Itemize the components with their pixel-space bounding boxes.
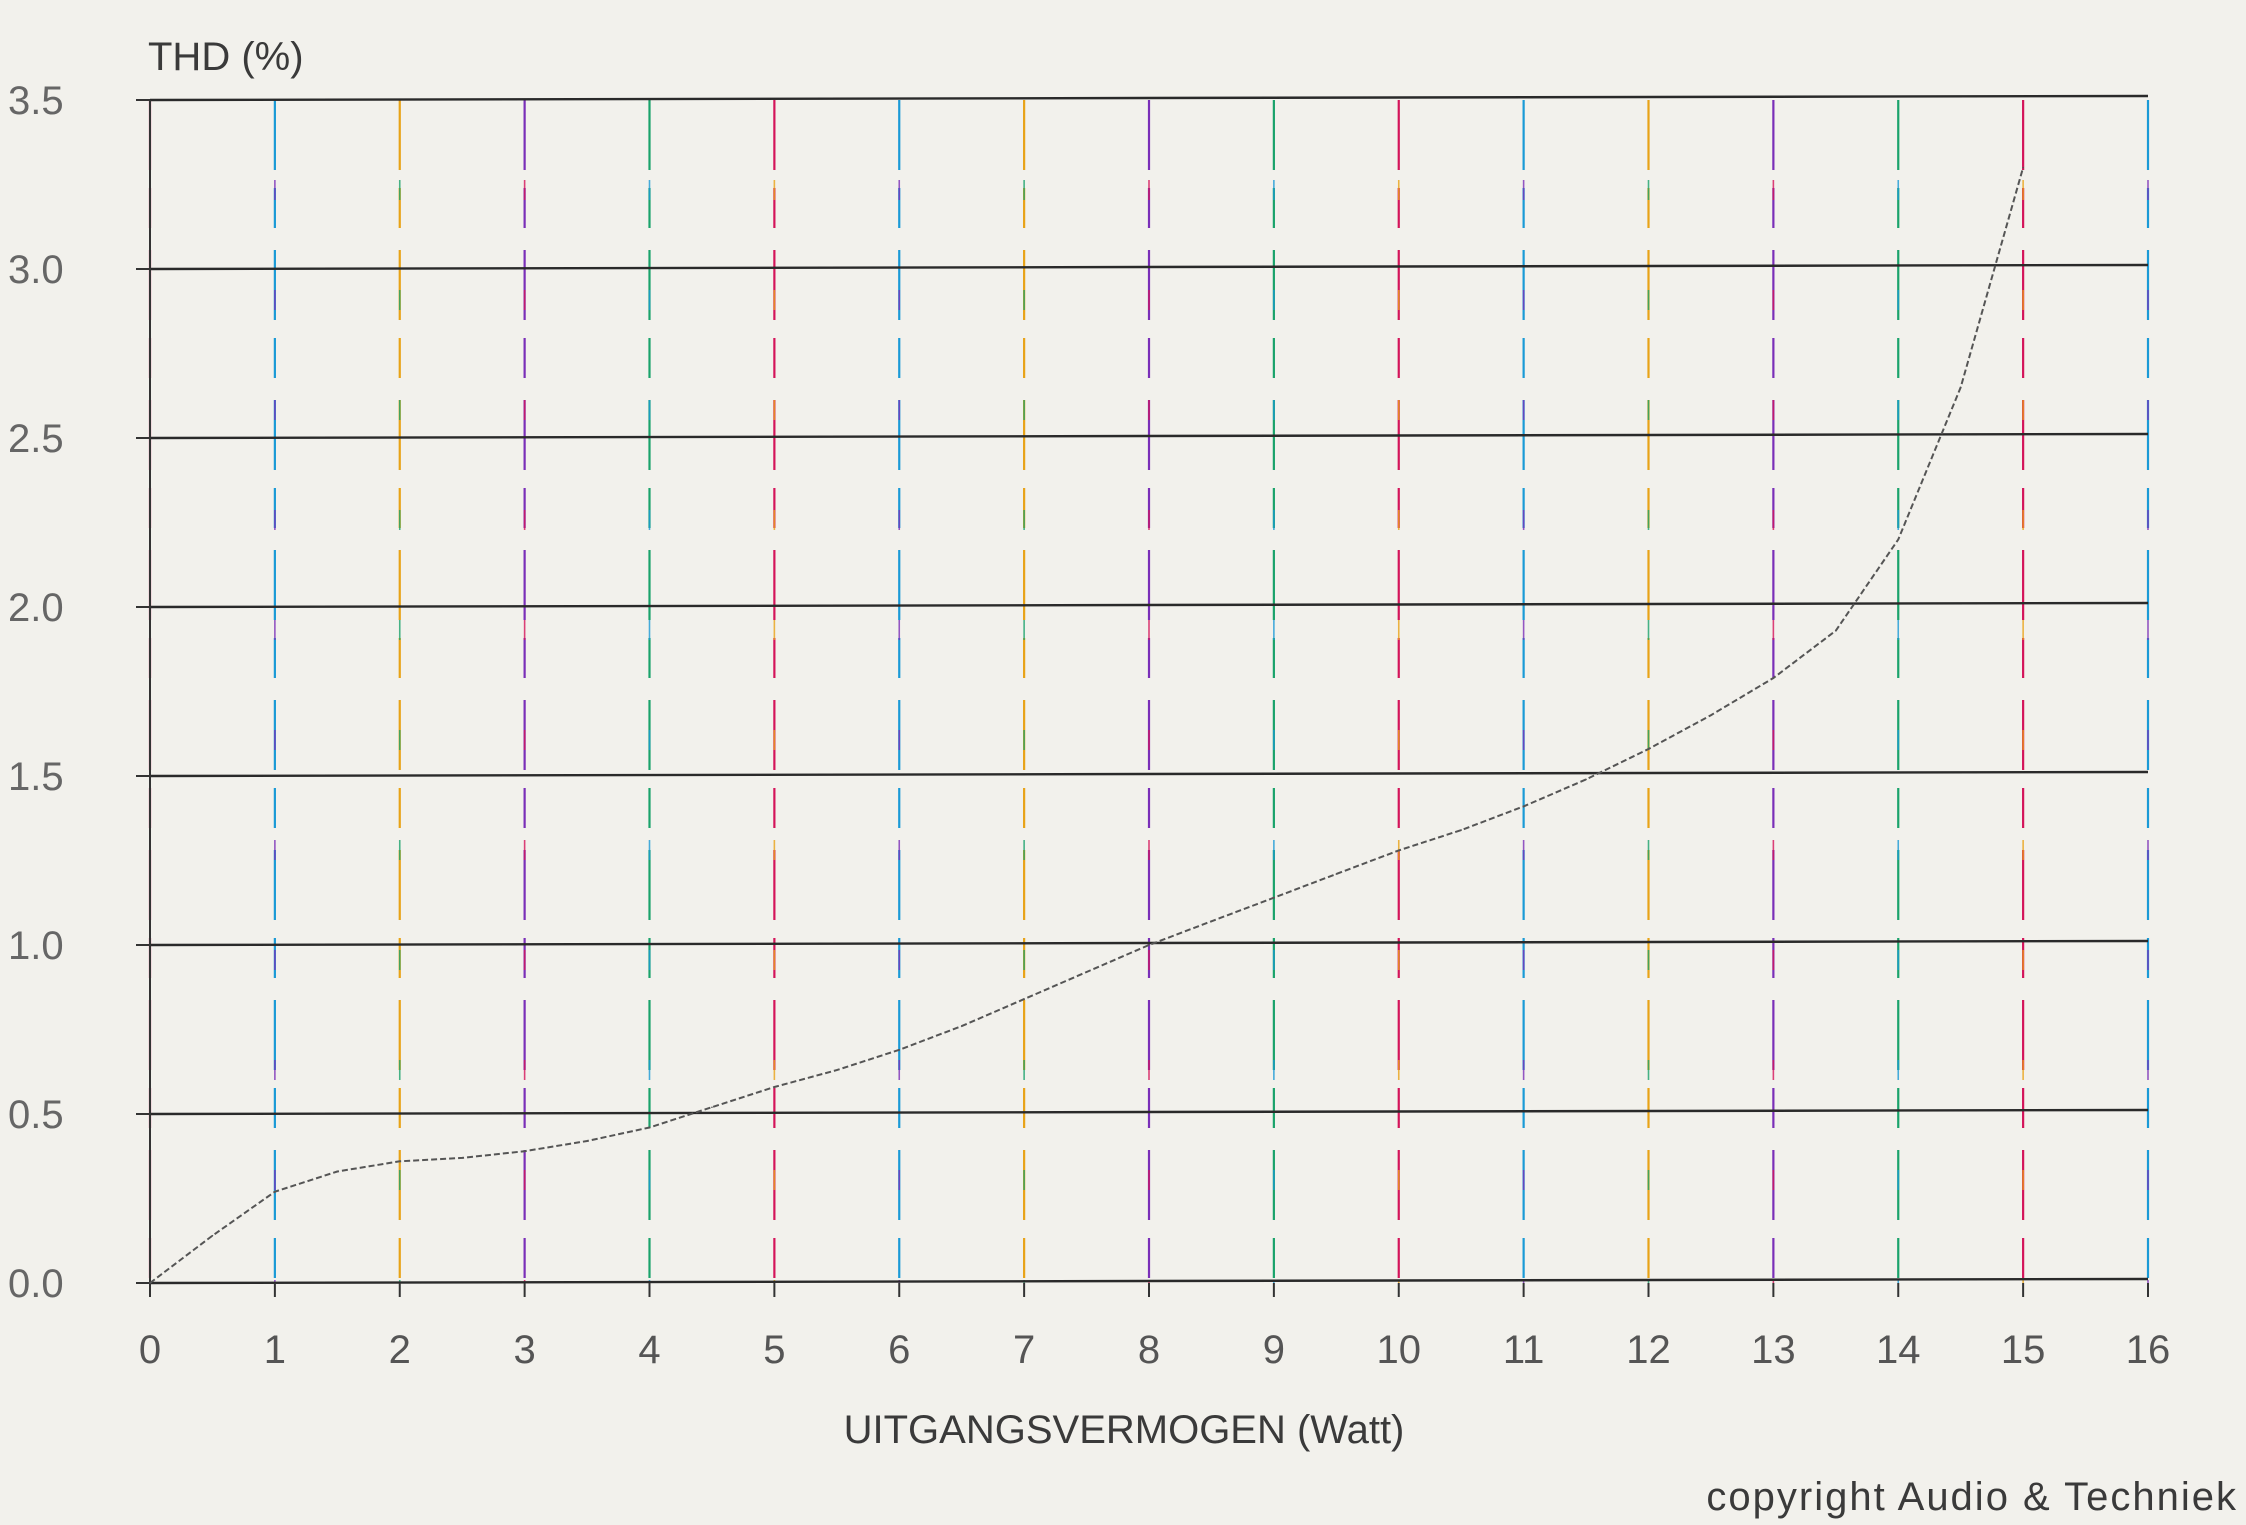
y-tick-label: 2.0: [8, 586, 64, 630]
thd-data-point: [461, 1157, 463, 1159]
x-tick-label: 15: [2001, 1328, 2046, 1372]
thd-data-point: [1835, 629, 1837, 632]
x-tick-label: 2: [389, 1328, 411, 1372]
x-tick-label: 12: [1626, 1328, 1671, 1372]
thd-data-point: [836, 1069, 838, 1071]
horizontal-gridline: [149, 1277, 2149, 1285]
x-tick-label: 7: [1013, 1328, 1035, 1372]
x-tick-label: 13: [1751, 1328, 1796, 1372]
thd-data-point: [1772, 677, 1775, 679]
thd-data-point: [149, 1282, 151, 1284]
horizontal-gridline: [149, 94, 2149, 102]
thd-data-point: [898, 1048, 901, 1051]
thd-data-point: [586, 1140, 588, 1142]
x-tick-label: 6: [888, 1328, 910, 1372]
x-tick-label: 1: [264, 1328, 286, 1372]
thd-data-point: [1023, 998, 1025, 1000]
thd-data-point: [1085, 971, 1088, 973]
thd-data-point: [711, 1106, 713, 1109]
thd-data-point: [1460, 829, 1462, 831]
y-tick-label: 0.5: [8, 1093, 64, 1137]
x-tick-label: 3: [514, 1328, 536, 1372]
thd-data-point: [1710, 714, 1712, 716]
thd-data-point: [773, 1086, 776, 1088]
thd-data-point: [1335, 873, 1338, 875]
thd-data-point: [648, 1126, 651, 1129]
y-tick-label: 1.0: [8, 924, 64, 968]
thd-series-line: [149, 167, 2025, 1284]
x-tick-label: 11: [1503, 1328, 1545, 1372]
thd-data-point: [398, 1160, 401, 1163]
thd-data-point: [1210, 920, 1213, 923]
x-tick-label: 16: [2126, 1328, 2171, 1372]
thd-data-point: [1148, 944, 1150, 946]
grid-layer: [148, 94, 2150, 1285]
y-tick-label: 2.5: [8, 417, 64, 461]
y-tick-label: 1.5: [8, 755, 64, 799]
y-tick-label: 0.0: [8, 1262, 64, 1306]
thd-data-point: [336, 1170, 339, 1173]
y-tick-label: 3.5: [8, 79, 64, 123]
horizontal-gridline: [149, 263, 2149, 271]
y-axis-label: THD (%): [148, 35, 304, 79]
tick-layer: 0 1 2 3 4 5 6 7 8 9 10 11 12 13 14 15 160.00.51.01.52.02…: [8, 79, 2170, 1372]
x-tick-label: 9: [1263, 1328, 1285, 1372]
horizontal-gridline: [149, 601, 2149, 609]
thd-data-point: [1647, 748, 1650, 750]
y-tick-label: 3.0: [8, 248, 64, 292]
thd-data-point: [1585, 778, 1587, 781]
horizontal-gridline: [149, 1108, 2149, 1116]
thd-data-point: [2022, 166, 2024, 169]
horizontal-gridline: [149, 770, 2149, 778]
copyright-text: copyright Audio & Techniek: [1706, 1475, 2238, 1519]
series-layer: [149, 166, 2025, 1284]
x-tick-label: 14: [1876, 1328, 1921, 1372]
axis-layer: [136, 99, 2149, 1297]
x-tick-label: 5: [763, 1328, 785, 1372]
x-tick-label: 10: [1377, 1328, 1422, 1372]
x-tick-label: 8: [1138, 1328, 1160, 1372]
thd-data-point: [1397, 849, 1400, 852]
horizontal-gridline: [149, 939, 2149, 947]
x-tick-label: 4: [638, 1328, 660, 1372]
thd-data-point: [211, 1234, 214, 1237]
x-axis-label: UITGANGSVERMOGEN (Watt): [844, 1408, 1405, 1452]
thd-data-point: [523, 1150, 526, 1152]
thd-data-point: [274, 1190, 276, 1193]
thd-data-point: [960, 1025, 963, 1027]
horizontal-gridline: [149, 432, 2149, 440]
thd-data-point: [1897, 538, 1900, 541]
thd-data-point: [1273, 896, 1275, 899]
x-tick-label: 0: [139, 1328, 161, 1372]
thd-data-point: [1522, 805, 1525, 808]
thd-data-point: [1959, 386, 1962, 389]
